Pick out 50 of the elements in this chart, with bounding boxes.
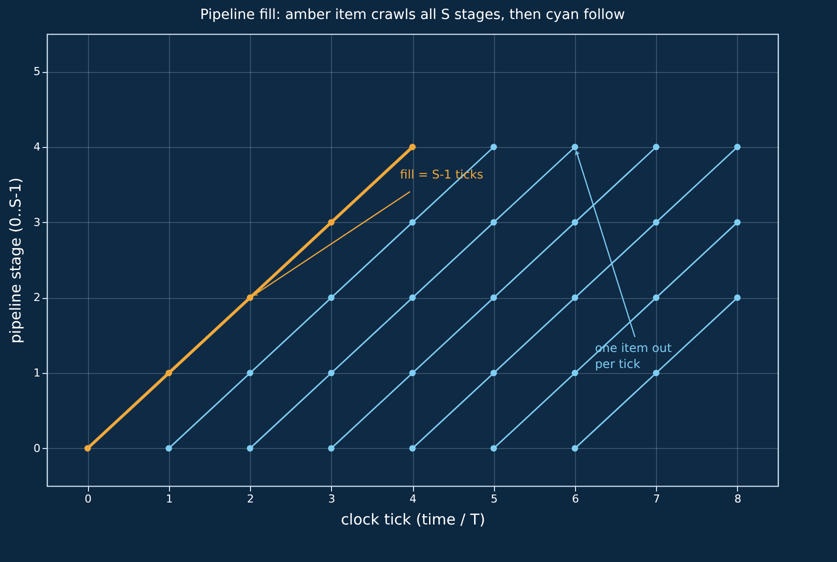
x-tick-label: 0 [84,492,92,506]
point [490,370,497,376]
point [490,445,497,452]
point [572,294,578,301]
point [246,370,254,376]
y-tick-label: 1 [34,366,40,380]
point [734,144,741,150]
point [409,294,416,301]
point [734,219,741,226]
x-tick-label: 6 [572,492,579,506]
point [246,445,254,452]
point [572,370,578,376]
point [409,219,416,226]
point [652,144,660,150]
x-tick-label: 4 [410,492,416,506]
x-tick-label: 2 [247,492,254,506]
point [328,445,335,452]
point [734,294,741,301]
y-tick-label: 4 [34,140,40,154]
y-tick-label: 2 [34,291,40,304]
point [652,370,660,376]
point [328,370,335,376]
point [409,144,416,150]
point [490,294,497,301]
x-tick-label: 1 [166,492,173,506]
point [166,370,172,376]
y-tick-label: 5 [34,65,40,78]
point [84,445,91,452]
chart-title: Pipeline fill: amber item crawls all S stages, then cyan follow [200,7,625,23]
point [490,144,497,150]
point [652,219,660,226]
point [246,294,254,301]
point [409,370,416,376]
x-tick-label: 3 [328,492,336,506]
x-tick-label: 8 [734,492,742,506]
point [652,294,660,301]
point [572,445,578,452]
y-tick-label: 0 [34,442,40,455]
point [166,445,172,452]
point [409,445,416,452]
point [572,144,578,150]
point [572,219,578,226]
point [328,219,335,226]
y-axis-title: pipeline stage (0..S-1) [6,178,24,344]
x-tick-label: 5 [490,492,498,506]
x-tick-label: 7 [653,492,660,506]
y-tick-label: 3 [34,216,40,229]
point [490,219,497,226]
point [328,294,335,301]
x-axis-title: clock tick (time / T) [340,510,486,528]
